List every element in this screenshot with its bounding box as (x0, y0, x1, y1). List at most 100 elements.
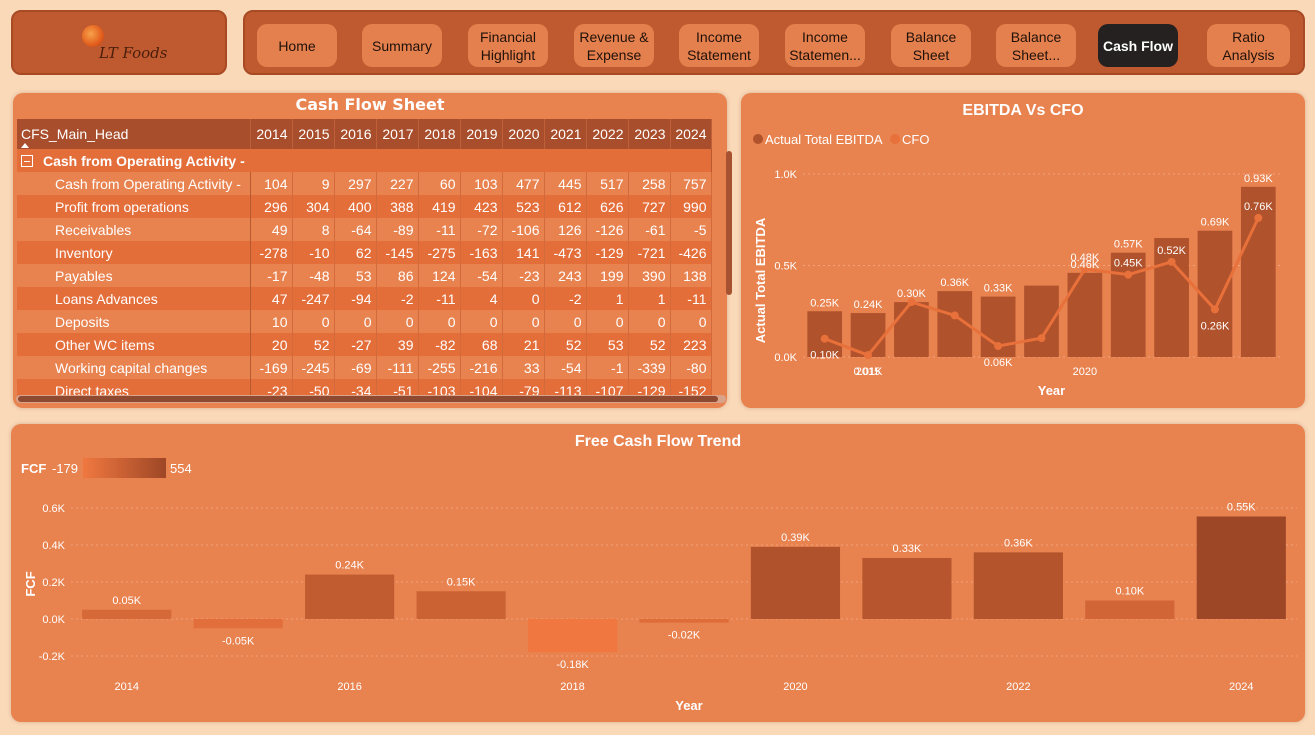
table-cell: 523 (502, 195, 545, 218)
table-row[interactable]: Receivables 49 8 -64 -89 -11 -72 -106 126 -126 -61… (17, 218, 712, 241)
table-cell: -126 (586, 218, 629, 241)
table-group-row[interactable]: Cash from Operating Activity - (17, 149, 712, 172)
year-header[interactable]: 2020 (502, 119, 545, 149)
table-cell: -106 (502, 218, 545, 241)
collapse-icon[interactable] (21, 154, 33, 167)
cfo-point (1037, 334, 1046, 343)
nav-ratio-analysis-button[interactable]: Ratio Analysis (1207, 24, 1290, 67)
row-label: Loans Advances (17, 287, 251, 310)
cfo-data-label: 0.10K (810, 350, 839, 362)
table-cell: -275 (418, 241, 461, 264)
table-cell: 49 (250, 218, 293, 241)
year-header[interactable]: 2014 (250, 119, 293, 149)
cfo-point (1210, 305, 1219, 314)
legend-ebitda-label[interactable]: Actual Total EBITDA (765, 132, 883, 147)
table-cell: -5 (670, 218, 712, 241)
table-cell: 419 (418, 195, 461, 218)
table-cell: 1 (628, 287, 671, 310)
table-cell: 223 (670, 333, 712, 356)
nav-income-statement-2-button[interactable]: Income Statemen... (785, 24, 865, 67)
fcf-bar (1085, 600, 1175, 619)
table-cell: 727 (628, 195, 671, 218)
legend-cfo-label[interactable]: CFO (902, 132, 929, 147)
ebitda-bar (1067, 272, 1103, 357)
table-cell: -23 (502, 264, 545, 287)
table-cell: 138 (670, 264, 712, 287)
fcf-bar (82, 609, 172, 619)
year-header[interactable]: 2015 (292, 119, 335, 149)
table-cell: 612 (544, 195, 587, 218)
year-header[interactable]: 2019 (460, 119, 503, 149)
ebitda-bar (1197, 230, 1233, 357)
y-tick-label: 0.5K (774, 261, 797, 273)
logo-text: LT Foods (99, 44, 168, 62)
table-row[interactable]: Payables -17 -48 53 86 124 -54 -23 243 199 390 138 (17, 264, 712, 287)
nav-revenue-expense-button[interactable]: Revenue & Expense (574, 24, 654, 67)
fcf-bar (862, 557, 952, 619)
fcf-bar (305, 574, 395, 619)
table-horizontal-scrollbar[interactable] (18, 396, 718, 402)
nav-financial-highlight-button[interactable]: Financial Highlight (468, 24, 548, 67)
column-header-label: CFS_Main_Head (21, 126, 129, 142)
table-cell: 9 (292, 172, 335, 195)
fcf-bar (193, 619, 283, 629)
nav-balance-sheet-button[interactable]: Balance Sheet (891, 24, 971, 67)
year-header[interactable]: 2022 (586, 119, 629, 149)
free-cash-flow-panel: Free Cash Flow Trend FCF -179 554 0.05K -… (11, 424, 1305, 722)
table-row[interactable]: Working capital changes -169 -245 -69 -111 -2… (17, 356, 712, 379)
table-cell: 124 (418, 264, 461, 287)
table-cell: 0 (544, 310, 587, 333)
nav-summary-button[interactable]: Summary (362, 24, 442, 67)
fcf-data-label: 0.39K (781, 532, 810, 544)
ebitda-vs-cfo-chart: EBITDA Vs CFO Actual Total EBITDA CFO 0.… (753, 102, 1280, 398)
table-cell: -82 (418, 333, 461, 356)
table-cell: 0 (376, 310, 419, 333)
nav-balance-sheet-2-button[interactable]: Balance Sheet... (996, 24, 1076, 67)
year-header[interactable]: 2018 (418, 119, 461, 149)
ebitda-data-label: 0.33K (984, 283, 1013, 295)
cfo-point (1080, 265, 1089, 274)
table-cell: 0 (670, 310, 712, 333)
table-cell: 0 (628, 310, 671, 333)
table-cell: 21 (502, 333, 545, 356)
table-cell: 104 (250, 172, 293, 195)
table-row[interactable]: Deposits 10 0 0 0 0 0 0 0 0 0 0 (17, 310, 712, 333)
column-header[interactable]: CFS_Main_Head (17, 119, 251, 149)
nav-home-button[interactable]: Home (257, 24, 337, 67)
table-row[interactable]: Other WC items 20 52 -27 39 -82 68 21 52 53 52 223 (17, 333, 712, 356)
year-header[interactable]: 2021 (544, 119, 587, 149)
fcf-data-label: -0.02K (668, 630, 701, 642)
nav-cash-flow-button[interactable]: Cash Flow (1098, 24, 1178, 67)
ebitda-bar (894, 302, 929, 357)
table-cell: -169 (250, 356, 293, 379)
table-row[interactable]: Profit from operations 296 304 400 388 419 423… (17, 195, 712, 218)
cfo-point (1167, 257, 1176, 266)
table-row[interactable]: Loans Advances 47 -247 -94 -2 -11 4 0 -2 1 1 -11 (17, 287, 712, 310)
table-row[interactable]: Inventory -278 -10 62 -145 -275 -163 141 -473 -12… (17, 241, 712, 264)
table-cell: 10 (250, 310, 293, 333)
table-cell: -255 (418, 356, 461, 379)
free-cash-flow-chart: Free Cash Flow Trend FCF -179 554 0.05K -… (21, 433, 1297, 713)
table-cell: -216 (460, 356, 503, 379)
table-cell: 297 (334, 172, 377, 195)
table-row[interactable]: Cash from Operating Activity -104 9 297 227… (17, 172, 712, 195)
nav-income-statement-button[interactable]: Income Statement (679, 24, 759, 67)
table-cell: 33 (502, 356, 545, 379)
table-vertical-scrollbar[interactable] (726, 151, 732, 295)
ebitda-data-label: 0.93K (1244, 173, 1273, 185)
cash-flow-table[interactable]: CFS_Main_Head 2014 2015 2016 2017 2018 2… (17, 119, 712, 402)
year-header[interactable]: 2016 (334, 119, 377, 149)
table-cell: -89 (376, 218, 419, 241)
cfo-point (994, 342, 1003, 351)
year-header[interactable]: 2023 (628, 119, 671, 149)
table-cell: -17 (250, 264, 293, 287)
ebitda-data-label: 0.30K (897, 288, 926, 300)
ebitda-data-label: 0.36K (940, 277, 969, 289)
year-header[interactable]: 2017 (376, 119, 419, 149)
table-cell: -473 (544, 241, 587, 264)
row-label: Inventory (17, 241, 251, 264)
table-cell: 0 (460, 310, 503, 333)
year-header[interactable]: 2024 (670, 119, 712, 149)
row-label: Payables (17, 264, 251, 287)
sort-ascending-icon[interactable] (21, 143, 29, 148)
